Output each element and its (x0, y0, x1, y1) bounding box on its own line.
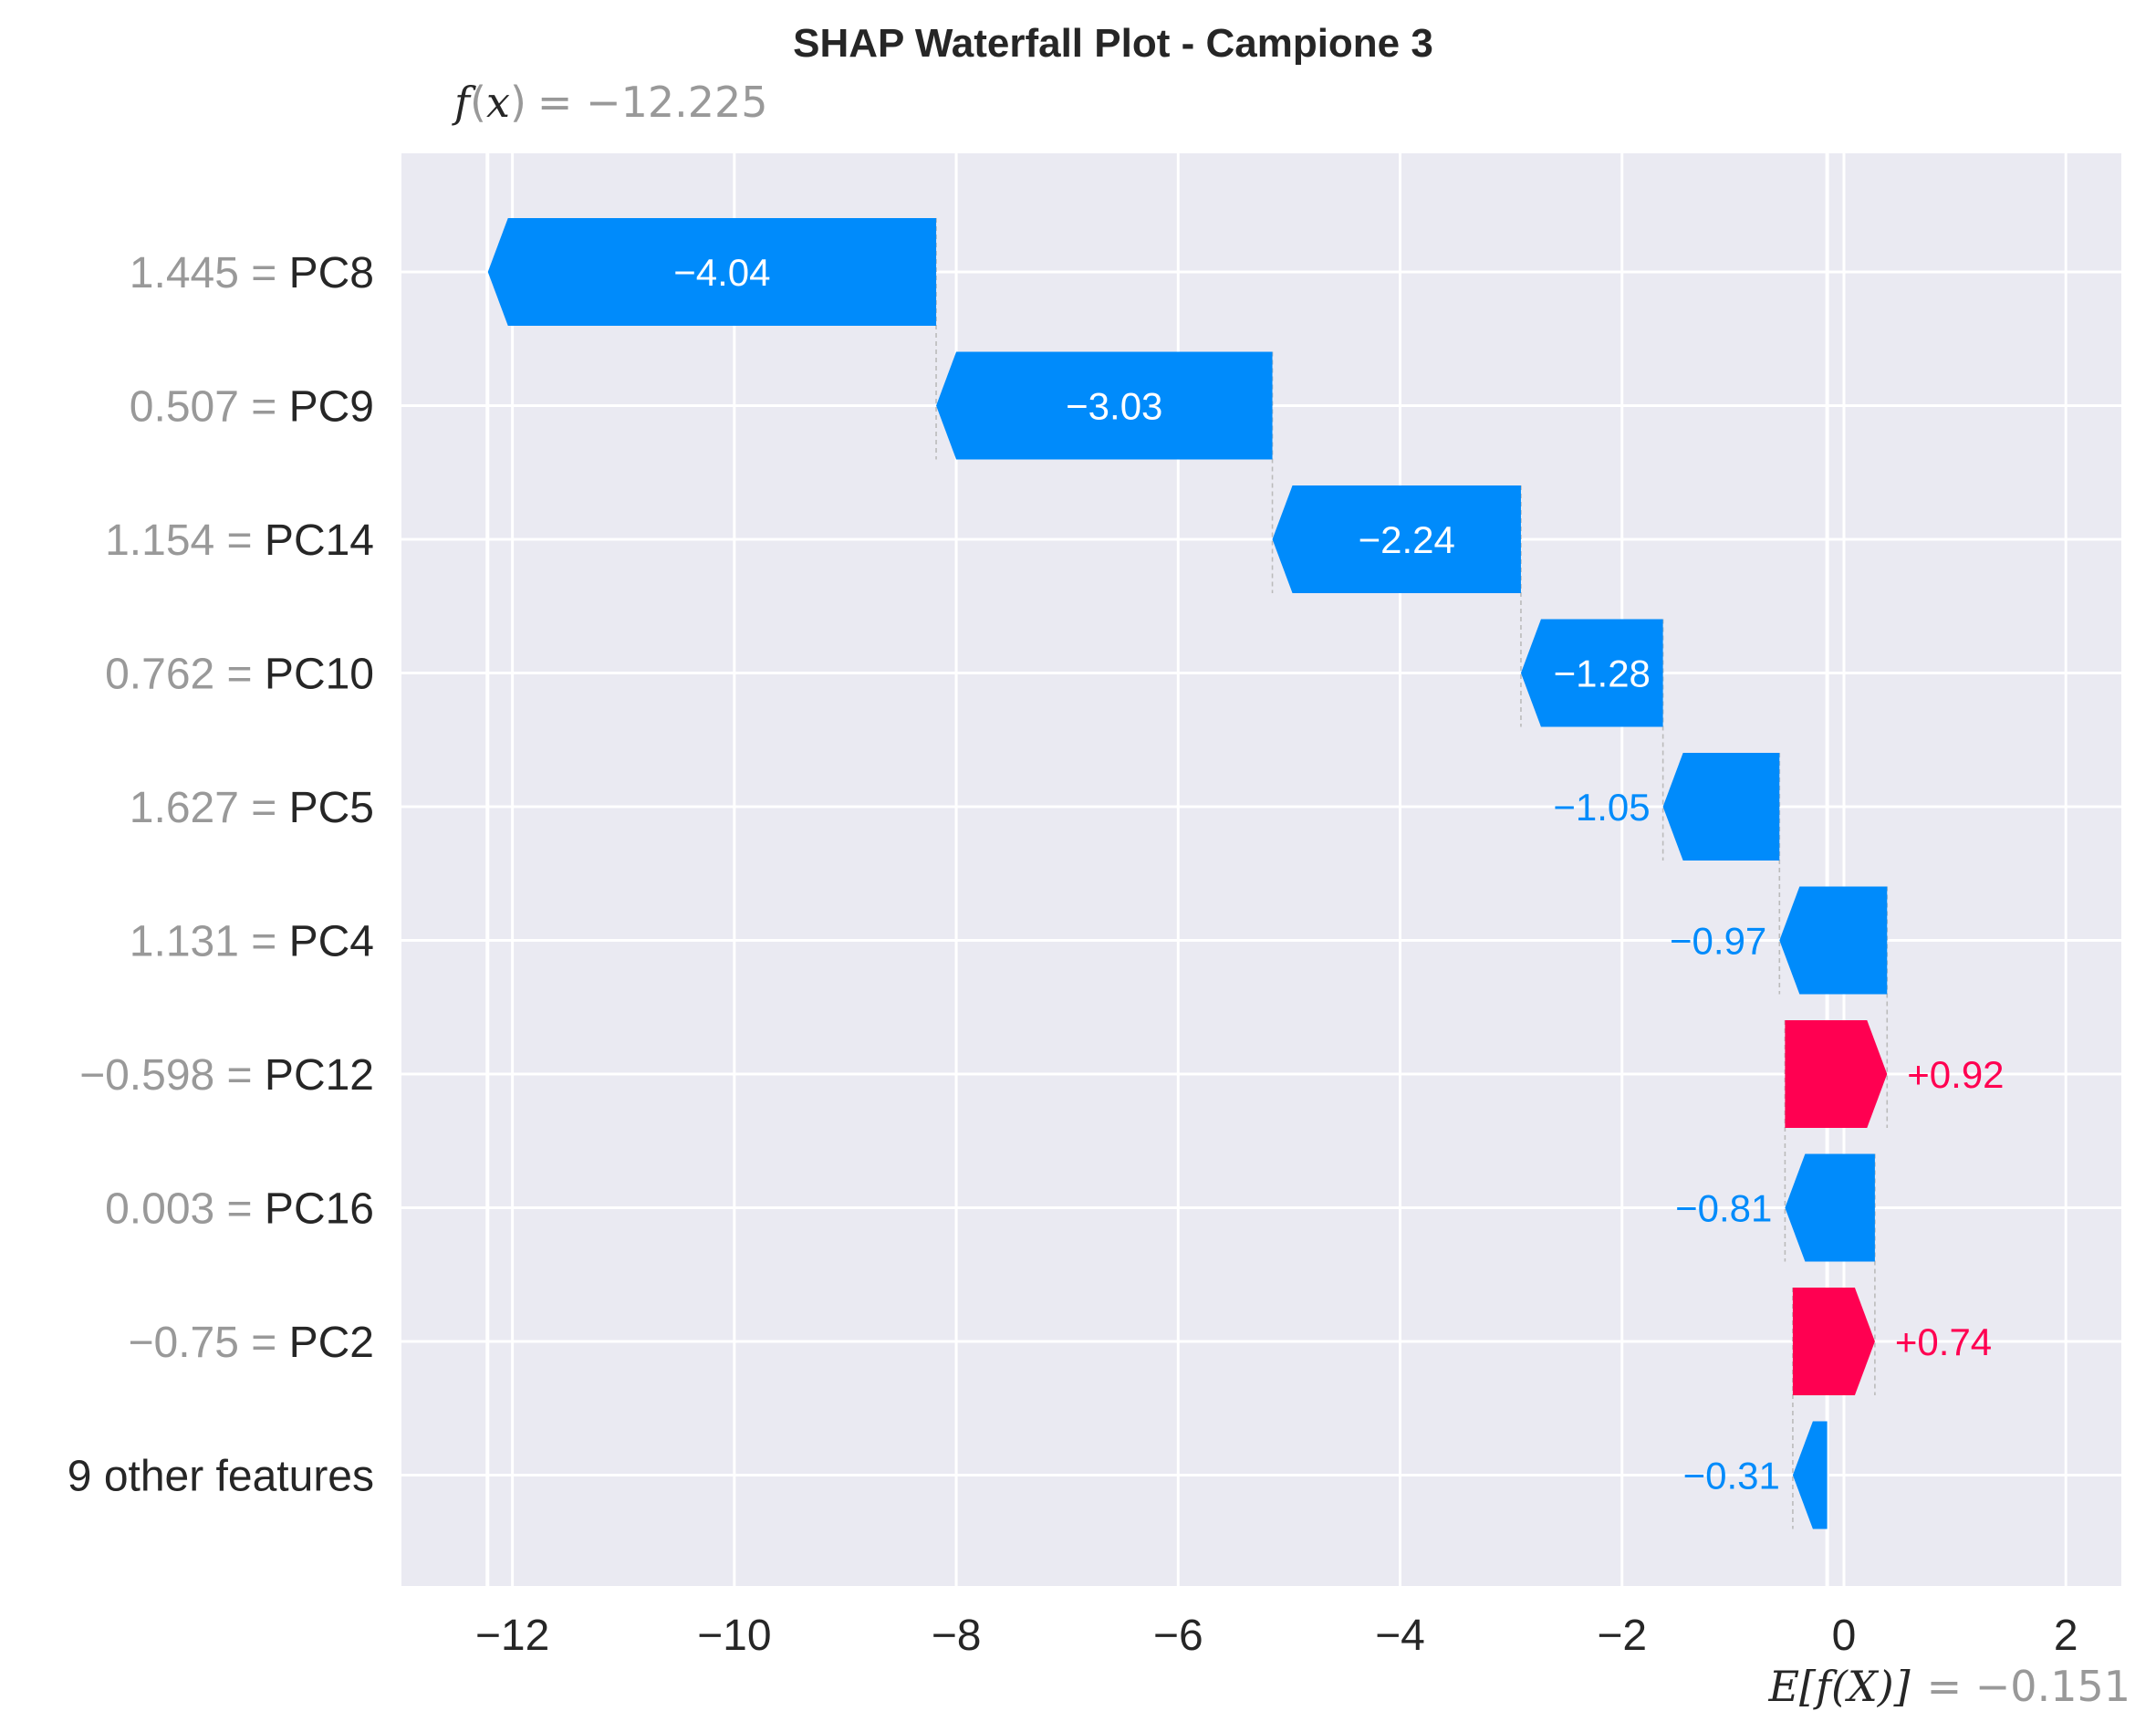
base-label: E[f(X)] (1767, 1662, 1910, 1711)
feature-name: PC16 (265, 1185, 374, 1234)
negative-bar (1792, 1421, 1828, 1529)
x-tick-label: 2 (2054, 1612, 2078, 1660)
negative-bar (1272, 485, 1521, 593)
negative-bar (1662, 753, 1780, 861)
chart-title: SHAP Waterfall Plot - Campione 3 (793, 21, 1433, 66)
feature-name: PC12 (265, 1051, 374, 1100)
bar-value-label: −0.97 (1670, 920, 1766, 963)
feature-value: −0.75 = (128, 1319, 288, 1367)
negative-bar (487, 218, 937, 326)
fx-value: = −12.225 (537, 78, 768, 127)
feature-name: PC5 (289, 784, 374, 832)
bar-value-label: −1.28 (1554, 652, 1651, 695)
bar-labels: −4.04 −3.03 −2.24 −1.28 −1.05 −0.97 +0.92 −0.81… (673, 251, 2004, 1497)
negative-bar (1785, 1153, 1875, 1262)
bar-value-label: −4.04 (673, 251, 770, 294)
positive-bar (1785, 1020, 1888, 1128)
negative-bar (1779, 886, 1888, 995)
bar-value-label: −0.81 (1675, 1187, 1772, 1230)
feature-value: 1.131 = (130, 918, 289, 966)
feature-name: PC10 (265, 651, 374, 699)
base-value-annotation: E[f(X)] = −0.151 (1767, 1662, 2130, 1711)
y-tick-label: 0.507 = PC9 (130, 383, 374, 432)
y-tick-label: 9 other features (68, 1453, 374, 1501)
connector-lines (935, 218, 1889, 1529)
x-axis-ticks: −12 −10 −8 −6 −4 −2 0 2 (475, 1612, 2078, 1660)
x-tick-label: −2 (1597, 1612, 1647, 1660)
x-tick-label: 0 (1832, 1612, 1857, 1660)
bars (487, 218, 1888, 1529)
bar-value-label: +0.74 (1895, 1320, 1992, 1363)
bar-value-label: +0.92 (1907, 1053, 2004, 1096)
fx-annotation: f(x) = −12.225 (452, 78, 768, 127)
y-tick-label: 0.762 = PC10 (105, 651, 374, 699)
bar-value-label: −2.24 (1359, 518, 1455, 561)
x-tick-label: −6 (1153, 1612, 1203, 1660)
feature-value: 1.445 = (130, 249, 289, 297)
feature-value: 1.154 = (105, 516, 265, 565)
bar-value-label: −0.31 (1683, 1455, 1780, 1497)
x-tick-label: −8 (932, 1612, 982, 1660)
x-tick-label: −10 (697, 1612, 771, 1660)
feature-name: PC4 (289, 918, 374, 966)
negative-bar (1520, 619, 1663, 727)
feature-value: 1.627 = (130, 784, 289, 832)
feature-value: −0.598 = (79, 1051, 265, 1100)
y-tick-label: 1.131 = PC4 (130, 918, 374, 966)
bar-value-label: −3.03 (1066, 385, 1162, 428)
positive-bar (1792, 1288, 1875, 1395)
feature-name: PC2 (289, 1319, 374, 1367)
y-tick-label: 1.627 = PC5 (130, 784, 374, 832)
feature-name: PC14 (265, 516, 374, 565)
feature-value: 0.003 = (105, 1185, 265, 1234)
bar-value-label: −1.05 (1553, 786, 1650, 829)
feature-value: 0.762 = (105, 651, 265, 699)
y-tick-label: 1.154 = PC14 (105, 516, 374, 565)
x-tick-label: −4 (1375, 1612, 1425, 1660)
negative-bar (936, 351, 1273, 460)
y-tick-label: 0.003 = PC16 (105, 1185, 374, 1234)
y-tick-label: −0.75 = PC2 (128, 1319, 374, 1367)
y-tick-label: −0.598 = PC12 (79, 1051, 374, 1100)
feature-name: 9 other features (68, 1453, 374, 1501)
y-tick-label: 1.445 = PC8 (130, 249, 374, 297)
base-value: = −0.151 (1927, 1662, 2130, 1711)
feature-name: PC8 (289, 249, 374, 297)
feature-name: PC9 (289, 383, 374, 432)
y-axis-labels: 1.445 = PC8 0.507 = PC9 1.154 = PC14 0.762 … (68, 249, 374, 1501)
feature-value: 0.507 = (130, 383, 289, 432)
x-tick-label: −12 (475, 1612, 549, 1660)
